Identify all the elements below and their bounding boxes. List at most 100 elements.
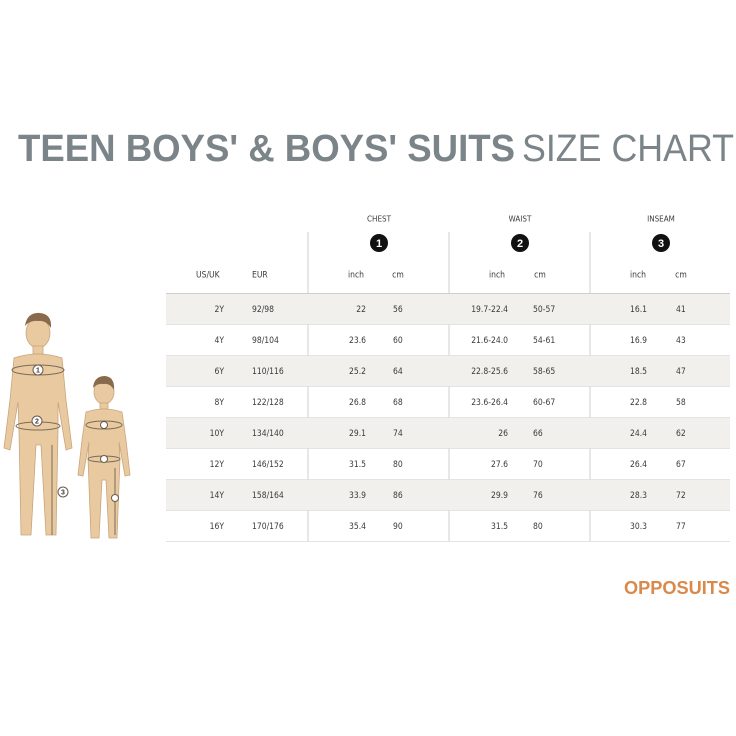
figure-marker-number: 3	[61, 489, 65, 496]
header-rule	[166, 293, 730, 294]
figure-marker	[100, 421, 108, 429]
table-cell: 29.9	[491, 491, 508, 501]
table-cell: 29.1	[349, 429, 366, 439]
table-cell: 72	[676, 491, 686, 501]
table-cell: 41	[676, 305, 686, 315]
group-label: CHEST	[367, 215, 392, 224]
row-rule	[166, 541, 730, 542]
figure-marker	[32, 364, 44, 376]
table-cell: 22.8	[630, 398, 647, 408]
table-cell: 98/104	[252, 336, 279, 346]
group-label: WAIST	[509, 215, 532, 224]
table-cell: 66	[533, 429, 543, 439]
figure-marker	[100, 455, 108, 463]
group-number: 1	[376, 238, 382, 250]
table-cell: 6Y	[214, 367, 224, 377]
table-cell: 21.6-24.0	[471, 336, 508, 346]
table-cell: 64	[393, 367, 403, 377]
table-cell: 80	[393, 460, 403, 470]
row-shade	[166, 418, 730, 448]
figure-teen	[3, 312, 73, 536]
figure-marker	[57, 486, 69, 498]
row-rule	[166, 448, 730, 449]
table-cell: 74	[393, 429, 403, 439]
table-cell: 67	[676, 460, 686, 470]
table-cell: 35.4	[349, 522, 366, 532]
table-cell: 68	[393, 398, 403, 408]
row-rule	[166, 479, 730, 480]
table-cell: 10Y	[210, 429, 225, 439]
table-cell: 16.1	[630, 305, 647, 315]
table-cell: 62	[676, 429, 686, 439]
group-badge	[370, 234, 388, 252]
column-header: US/UK	[196, 271, 221, 281]
table-cell: 86	[393, 491, 403, 501]
table-cell: 134/140	[252, 429, 284, 439]
table-cell: 26	[498, 429, 508, 439]
table-cell: 92/98	[252, 305, 274, 315]
table-cell: 24.4	[630, 429, 647, 439]
table-cell: 16Y	[210, 522, 225, 532]
row-rule	[166, 324, 730, 325]
table-cell: 60	[393, 336, 403, 346]
table-cell: 31.5	[491, 522, 508, 532]
table-cell: 19.7-22.4	[471, 305, 508, 315]
table-cell: 146/152	[252, 460, 284, 470]
table-cell: 22	[356, 305, 366, 315]
table-cell: 70	[533, 460, 543, 470]
table-cell: 58-65	[533, 367, 555, 377]
table-cell: 77	[676, 522, 686, 532]
table-cell: 27.6	[491, 460, 508, 470]
figure-marker-number: 2	[35, 418, 39, 425]
table-cell: 50-57	[533, 305, 555, 315]
group-number: 2	[517, 238, 523, 250]
table-cell: 25.2	[349, 367, 366, 377]
table-cell: 23.6-26.4	[471, 398, 508, 408]
column-header: cm	[675, 271, 687, 281]
figure-boy	[77, 376, 131, 539]
table-cell: 33.9	[349, 491, 366, 501]
figure-marker	[111, 494, 119, 502]
group-badge	[652, 234, 670, 252]
row-rule	[166, 355, 730, 356]
row-rule	[166, 386, 730, 387]
figure-marker-number: 1	[36, 367, 40, 374]
brand-logo: OPPOSUITS	[624, 578, 730, 598]
table-cell: 170/176	[252, 522, 284, 532]
column-header: cm	[534, 271, 546, 281]
table-cell: 2Y	[214, 305, 224, 315]
table-cell: 47	[676, 367, 686, 377]
table-cell: 28.3	[630, 491, 647, 501]
row-rule	[166, 510, 730, 511]
title-bold: TEEN BOYS' & BOYS' SUITS	[18, 128, 515, 170]
table-cell: 90	[393, 522, 403, 532]
table-cell: 23.6	[349, 336, 366, 346]
column-header: inch	[630, 271, 646, 281]
table-cell: 60-67	[533, 398, 555, 408]
column-header: cm	[392, 271, 404, 281]
column-header: inch	[348, 271, 364, 281]
table-cell: 54-61	[533, 336, 555, 346]
table-cell: 31.5	[349, 460, 366, 470]
table-cell: 43	[676, 336, 686, 346]
row-shade	[166, 480, 730, 510]
column-header: EUR	[252, 271, 268, 281]
table-cell: 80	[533, 522, 543, 532]
row-rule	[166, 417, 730, 418]
table-cell: 16.9	[630, 336, 647, 346]
row-shade	[166, 294, 730, 324]
column-header: inch	[489, 271, 505, 281]
table-cell: 76	[533, 491, 543, 501]
table-cell: 4Y	[214, 336, 224, 346]
table-cell: 56	[393, 305, 403, 315]
table-cell: 22.8-25.6	[471, 367, 508, 377]
table-cell: 158/164	[252, 491, 284, 501]
table-cell: 58	[676, 398, 686, 408]
table-cell: 30.3	[630, 522, 647, 532]
table-cell: 14Y	[210, 491, 225, 501]
table-cell: 110/116	[252, 367, 284, 377]
table-cell: 12Y	[210, 460, 225, 470]
title-light: SIZE CHART	[522, 128, 734, 170]
group-label: INSEAM	[647, 215, 675, 224]
